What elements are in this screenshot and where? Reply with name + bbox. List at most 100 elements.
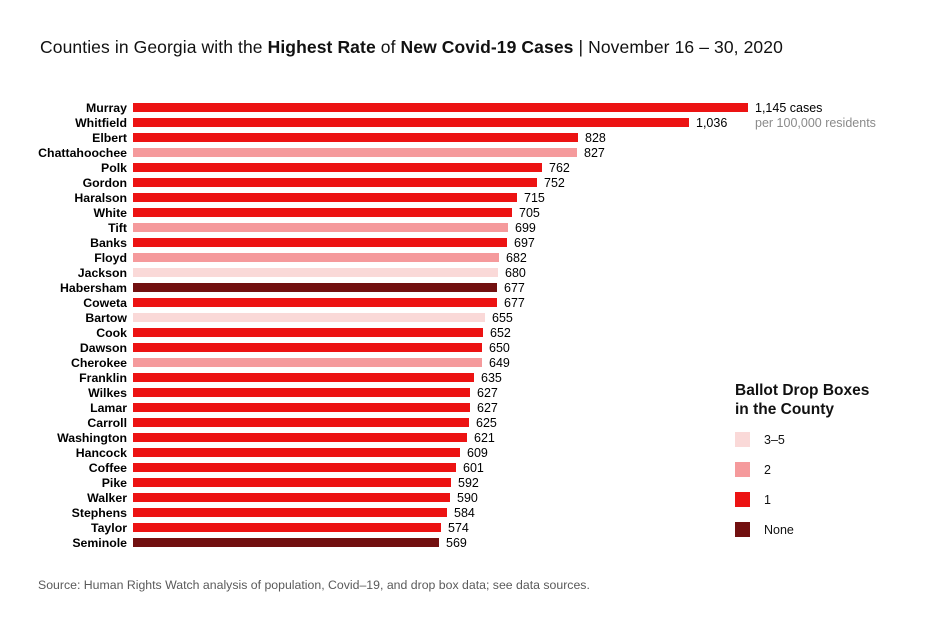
bar-row: Gordon 752 (20, 175, 920, 190)
bar-track: 625 (133, 415, 497, 430)
bar-row: Bartow 655 (20, 310, 920, 325)
county-label: Floyd (94, 250, 127, 265)
county-label: Taylor (91, 520, 127, 535)
bar-taylor (133, 523, 441, 532)
bar-banks (133, 238, 507, 247)
bar-row: Coweta 677 (20, 295, 920, 310)
bar-wilkes (133, 388, 470, 397)
bar-row: White 705 (20, 205, 920, 220)
bar-row: Murray 1,145 cases (20, 100, 920, 115)
bar-row: Polk 762 (20, 160, 920, 175)
bar-stephens (133, 508, 447, 517)
bar-polk (133, 163, 542, 172)
value-label: 627 (477, 385, 498, 400)
county-label: Dawson (79, 340, 127, 355)
bar-track: 584 (133, 505, 475, 520)
value-label: 697 (514, 235, 535, 250)
bar-haralson (133, 193, 517, 202)
bar-row: Lamar 627 (20, 400, 920, 415)
bar-track: 677 (133, 280, 525, 295)
bar-track: 697 (133, 235, 535, 250)
value-label: 682 (506, 250, 527, 265)
bar-row: Jackson 680 (20, 265, 920, 280)
value-label: 828 (585, 130, 606, 145)
county-label: Bartow (85, 310, 127, 325)
county-label: Washington (57, 430, 127, 445)
units-annotation: per 100,000 residents (755, 116, 876, 130)
legend-label: 3–5 (764, 432, 785, 447)
bar-track: 652 (133, 325, 511, 340)
bar-lamar (133, 403, 470, 412)
value-label: 715 (524, 190, 545, 205)
value-label: 621 (474, 430, 495, 445)
value-label: 752 (544, 175, 565, 190)
bar-hancock (133, 448, 460, 457)
value-label: 705 (519, 205, 540, 220)
bar-track: 592 (133, 475, 479, 490)
legend-item-none: None (735, 522, 925, 537)
county-label: Coweta (83, 295, 127, 310)
bar-dawson (133, 343, 482, 352)
value-label: 649 (489, 355, 510, 370)
value-label: 601 (463, 460, 484, 475)
bar-washington (133, 433, 467, 442)
bar-track: 650 (133, 340, 510, 355)
county-label: Cook (96, 325, 127, 340)
value-label: 650 (489, 340, 510, 355)
bar-row: Cherokee 649 (20, 355, 920, 370)
bar-bartow (133, 313, 485, 322)
county-label: Wilkes (88, 385, 127, 400)
value-label: 677 (504, 295, 525, 310)
value-label: 1,036 (696, 115, 728, 130)
title-bold-highest-rate: Highest Rate (267, 37, 376, 57)
legend-title-line2: in the County (735, 401, 835, 418)
bar-row: Coffee 601 (20, 460, 920, 475)
title-separator: | (573, 37, 589, 57)
bar-track: 705 (133, 205, 540, 220)
bar-rows: Murray 1,145 cases Whitfield 1,036 Elbert 828… (20, 100, 920, 550)
value-label: 625 (476, 415, 497, 430)
bar-murray (133, 103, 748, 112)
bar-row: Haralson 715 (20, 190, 920, 205)
bar-seminole (133, 538, 439, 547)
bar-row: Pike 592 (20, 475, 920, 490)
bar-row: Banks 697 (20, 235, 920, 250)
bar-row: Stephens 584 (20, 505, 920, 520)
value-label: 590 (457, 490, 478, 505)
bar-row: Taylor 574 (20, 520, 920, 535)
county-label: White (93, 205, 127, 220)
value-label: 652 (490, 325, 511, 340)
county-label: Chattahoochee (38, 145, 127, 160)
bar-row: Elbert 828 (20, 130, 920, 145)
value-label: 574 (448, 520, 469, 535)
bar-track: 635 (133, 370, 502, 385)
legend-title: Ballot Drop Boxes in the County (735, 381, 925, 419)
bar-track: 649 (133, 355, 510, 370)
county-label: Coffee (88, 460, 127, 475)
county-label: Lamar (90, 400, 127, 415)
title-mid: of (375, 37, 401, 57)
bar-floyd (133, 253, 499, 262)
value-label: 635 (481, 370, 502, 385)
bar-white (133, 208, 512, 217)
county-label: Banks (90, 235, 127, 250)
county-label: Jackson (77, 265, 127, 280)
value-label: 592 (458, 475, 479, 490)
legend-title-line1: Ballot Drop Boxes (735, 382, 870, 399)
bar-cook (133, 328, 483, 337)
county-label: Pike (101, 475, 127, 490)
legend-swatch-3-5 (735, 432, 750, 447)
bar-coweta (133, 298, 497, 307)
bar-row: Chattahoochee 827 (20, 145, 920, 160)
county-label: Seminole (72, 535, 127, 550)
bar-row: Whitfield 1,036 (20, 115, 920, 130)
bar-row: Franklin 635 (20, 370, 920, 385)
legend: Ballot Drop Boxes in the County 3–5 2 1 Non… (735, 381, 925, 552)
value-label: 609 (467, 445, 488, 460)
value-label: 1,145 cases (755, 100, 823, 115)
bar-track: 609 (133, 445, 488, 460)
legend-label: 1 (764, 492, 771, 507)
bar-track: 569 (133, 535, 467, 550)
bar-track: 682 (133, 250, 527, 265)
county-label: Polk (101, 160, 127, 175)
